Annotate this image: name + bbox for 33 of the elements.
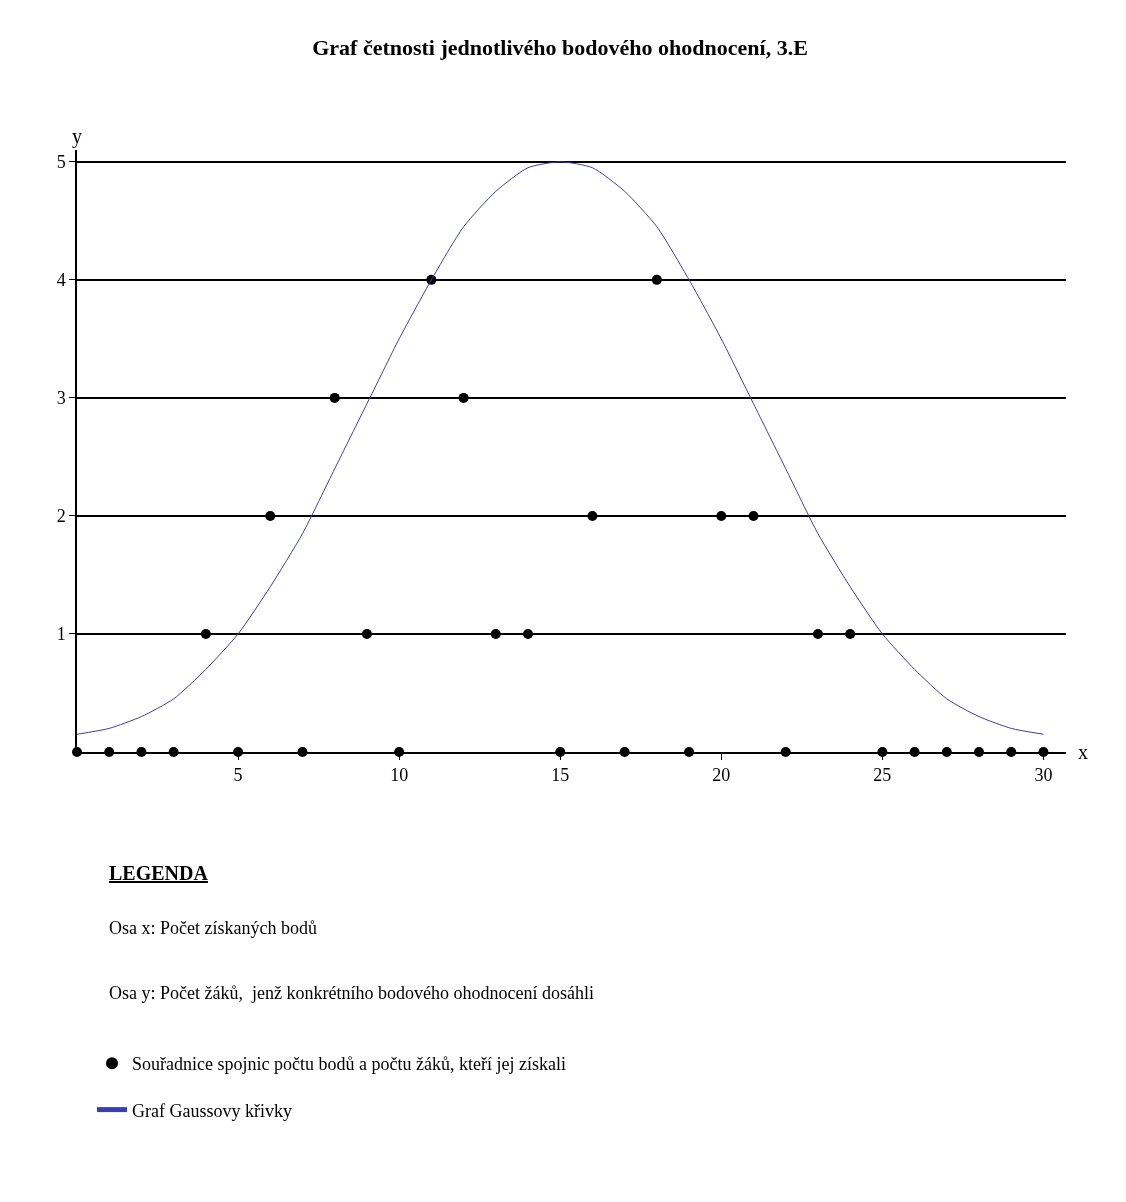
- point: [812, 628, 823, 639]
- y-tick-label: 1: [56, 624, 66, 645]
- text: LEGENDA: [109, 862, 209, 884]
- point: [490, 628, 501, 639]
- point: [716, 510, 727, 521]
- x-tick-label: 10: [390, 765, 409, 786]
- text: Osa y: Počet žáků, jenž konkrétního bodového ohodnocení dosáhli: [109, 983, 594, 1003]
- y-tick-label: 3: [56, 388, 66, 409]
- point: [200, 628, 211, 639]
- legend-label: Graf Gaussovy křivky: [132, 1100, 292, 1121]
- chart-title: Graf četnosti jednotlivého bodového ohodnocení, 3.E: [312, 34, 808, 60]
- point: [523, 628, 534, 639]
- point: [265, 510, 276, 521]
- point: [329, 392, 340, 403]
- text: Osa x: Počet získaných bodů: [109, 918, 317, 938]
- x-axis-title: x: [1078, 741, 1088, 763]
- point: [748, 510, 759, 521]
- point: [845, 628, 856, 639]
- point: [587, 510, 598, 521]
- x-tick-label: 30: [1034, 765, 1053, 786]
- point: [361, 628, 372, 639]
- x-tick-label: 15: [551, 765, 570, 786]
- x-tick-label: 5: [233, 765, 243, 786]
- y-axis-title: y: [72, 125, 82, 148]
- y-tick-label: 5: [56, 152, 66, 173]
- legend-label: Souřadnice spojnic počtu bodů a počtu žáků, kteří jej získali: [132, 1054, 566, 1075]
- y-tick-label: 4: [56, 270, 66, 291]
- x-tick-label: 25: [873, 765, 892, 786]
- y-tick-label: 2: [56, 506, 66, 527]
- line-series: [77, 161, 1044, 735]
- point: [458, 392, 469, 403]
- point: [651, 274, 662, 285]
- x-tick-label: 20: [712, 765, 731, 786]
